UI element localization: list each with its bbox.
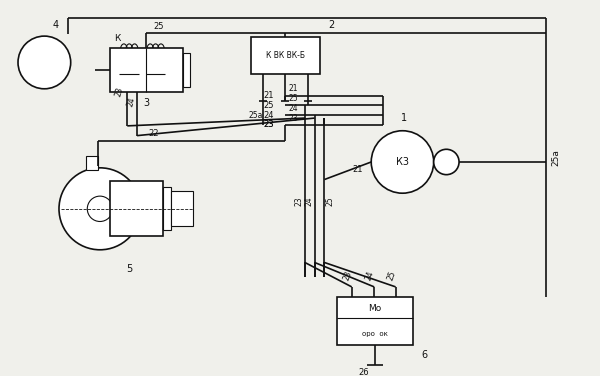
Text: 26: 26 [358, 368, 369, 376]
Text: 2: 2 [328, 20, 334, 30]
Text: 24: 24 [304, 196, 313, 206]
Text: оро  ок: оро ок [362, 331, 388, 337]
Text: 23: 23 [342, 269, 353, 281]
Text: 21: 21 [352, 165, 363, 174]
Bar [337, 297, 413, 346]
Circle shape [87, 196, 113, 221]
Text: 23: 23 [289, 114, 298, 123]
Text: 25: 25 [386, 269, 398, 281]
Text: 23: 23 [295, 196, 304, 206]
Text: 25: 25 [263, 101, 274, 110]
Text: 25: 25 [289, 94, 298, 103]
Text: Мо: Мо [368, 304, 382, 313]
Text: 24: 24 [289, 104, 298, 113]
Text: 24: 24 [263, 111, 274, 120]
Text: 24: 24 [364, 269, 376, 281]
Text: 25а: 25а [248, 111, 263, 120]
Text: 25: 25 [154, 22, 164, 31]
Text: 22: 22 [148, 129, 159, 138]
Text: 1: 1 [401, 113, 407, 123]
Text: 25: 25 [326, 196, 335, 206]
Text: 23: 23 [263, 120, 274, 129]
Bar [171, 191, 193, 226]
Circle shape [371, 131, 434, 193]
Bar [163, 187, 171, 230]
Bar [110, 48, 183, 92]
Text: 3: 3 [144, 99, 150, 108]
Bar [86, 156, 98, 170]
Circle shape [18, 36, 71, 89]
Text: 6: 6 [422, 350, 428, 360]
Bar [183, 53, 190, 87]
Text: К ВК ВК-Б: К ВК ВК-Б [266, 51, 305, 60]
Text: 23: 23 [263, 120, 274, 129]
Circle shape [59, 168, 141, 250]
Text: 21: 21 [263, 91, 274, 100]
Text: 25а: 25а [551, 149, 560, 165]
Text: 23: 23 [114, 86, 125, 97]
Circle shape [434, 149, 459, 175]
Text: 4: 4 [53, 20, 59, 30]
Text: К3: К3 [396, 157, 409, 167]
Text: К: К [115, 33, 121, 42]
Bar [251, 37, 320, 74]
Text: 5: 5 [126, 264, 133, 274]
Bar [110, 182, 163, 236]
Text: 24: 24 [125, 96, 137, 107]
Text: 21: 21 [289, 84, 298, 93]
